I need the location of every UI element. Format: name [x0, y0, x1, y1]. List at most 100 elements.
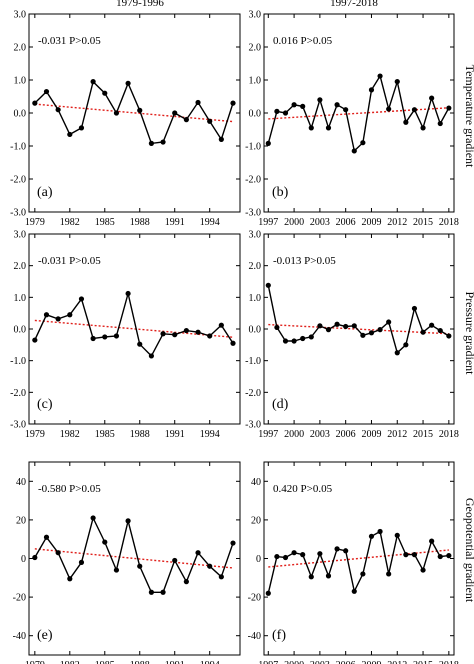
data-point — [282, 110, 289, 116]
data-point — [351, 148, 357, 154]
data-point — [446, 333, 452, 339]
data-point — [125, 518, 131, 524]
data-point — [308, 334, 314, 340]
series-line — [267, 285, 450, 355]
x-tick-label: 1997 — [258, 429, 278, 440]
data-point — [308, 574, 314, 580]
data-point — [394, 350, 400, 356]
data-point — [394, 532, 400, 538]
x-tick-label: 1988 — [130, 217, 150, 228]
y-tick-label: 1.0 — [14, 76, 27, 87]
data-point — [377, 528, 383, 535]
x-tick-label: 1979 — [25, 660, 45, 664]
row-label-temperature: Temperature gradient — [463, 65, 474, 168]
data-point — [420, 125, 426, 131]
x-tick-label: 2006 — [336, 429, 356, 440]
x-tick-label: 2015 — [413, 660, 433, 664]
trend-line — [34, 319, 234, 338]
data-point — [386, 319, 392, 325]
data-point — [437, 120, 443, 127]
data-point — [429, 95, 435, 101]
data-point — [67, 131, 73, 138]
y-tick-label: -2.0 — [245, 388, 261, 399]
data-point — [394, 79, 400, 85]
data-point — [351, 323, 357, 329]
data-point — [67, 312, 73, 318]
x-tick-label: 1994 — [200, 429, 220, 440]
y-tick-label: -3.0 — [245, 420, 261, 431]
y-tick-label: -1.0 — [10, 142, 26, 153]
y-tick-label: 20 — [251, 515, 261, 526]
data-point — [230, 540, 236, 546]
x-tick-label: 2018 — [439, 217, 459, 228]
data-point — [55, 107, 61, 113]
data-point — [360, 332, 366, 338]
data-point — [137, 341, 143, 347]
data-point — [291, 338, 297, 344]
x-tick-label: 1997 — [258, 217, 278, 228]
x-tick-label: 2000 — [284, 429, 304, 440]
data-point — [55, 316, 61, 322]
y-tick-label: 40 — [251, 477, 261, 488]
column-title-left: 1979-1996 — [116, 0, 164, 9]
data-point — [411, 107, 418, 113]
trend-line — [34, 548, 234, 569]
data-point — [218, 136, 224, 142]
data-point — [403, 552, 409, 558]
data-point — [325, 125, 332, 131]
x-tick-label: 1997 — [258, 660, 278, 664]
x-tick-label: 2018 — [439, 429, 459, 440]
data-point — [437, 553, 443, 560]
data-point — [183, 117, 189, 123]
data-point — [90, 335, 96, 342]
y-tick-label: -1.0 — [10, 356, 26, 367]
x-tick-label: 1994 — [200, 217, 220, 228]
data-point — [343, 323, 349, 330]
column-title-right: 1997-2018 — [330, 0, 378, 9]
series-line — [34, 293, 234, 358]
data-point — [334, 102, 340, 108]
data-point — [102, 90, 108, 96]
data-point — [317, 97, 323, 103]
x-tick-label: 1991 — [165, 217, 185, 228]
data-point — [343, 107, 349, 113]
y-tick-label: -40 — [13, 631, 26, 642]
y-tick-label: 0 — [256, 554, 261, 565]
data-point — [32, 337, 38, 343]
data-point — [300, 103, 306, 109]
data-point — [368, 87, 375, 93]
data-point — [377, 73, 383, 79]
annotation-text: -0.013 P>0.05 — [273, 255, 336, 267]
data-point — [43, 88, 50, 95]
y-tick-label: 2.0 — [249, 43, 262, 54]
data-point — [160, 139, 166, 145]
data-point — [282, 338, 289, 344]
annotation-text: 0.016 P>0.05 — [273, 35, 333, 47]
data-point — [102, 334, 108, 340]
panel-a: -3.0 -2.0 -1.0 0.0 1.0 2.0 3.0 1979 1982 1985 1988… — [10, 10, 241, 228]
data-point — [160, 589, 166, 595]
data-point — [317, 551, 323, 557]
data-point — [386, 571, 392, 577]
data-point — [265, 590, 271, 596]
x-tick-label: 2006 — [336, 660, 356, 664]
data-point — [148, 589, 155, 595]
data-point — [429, 538, 435, 544]
panel-label: (f) — [272, 628, 286, 643]
data-point — [43, 534, 50, 540]
row-label-pressure: Pressure gradient — [463, 292, 474, 376]
data-point — [160, 331, 166, 337]
panel-label: (a) — [37, 185, 53, 200]
data-point — [102, 539, 108, 545]
panel-b: -3.0 -2.0 -1.0 0.0 1.0 2.0 3.0 1997 2000 2003 2006… — [245, 10, 459, 229]
y-tick-label: 3.0 — [14, 10, 27, 21]
data-point — [386, 106, 392, 112]
data-point — [148, 140, 155, 146]
data-point — [32, 554, 38, 561]
panel-label: (d) — [272, 397, 289, 412]
series-line — [34, 515, 234, 593]
x-tick-label: 2003 — [310, 660, 330, 664]
x-tick-label: 2018 — [439, 660, 459, 664]
data-point — [325, 573, 332, 579]
data-point — [90, 515, 96, 521]
